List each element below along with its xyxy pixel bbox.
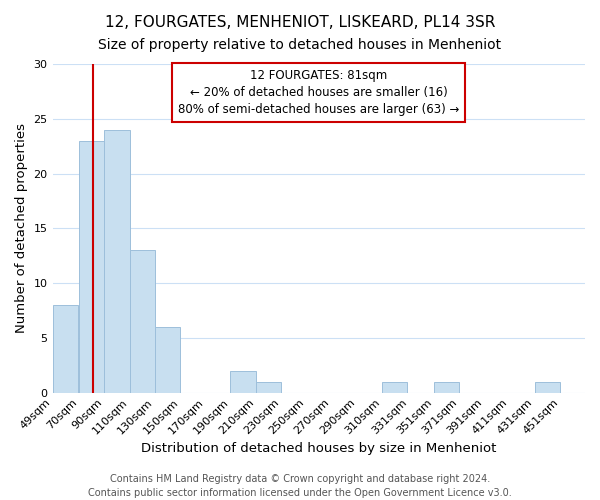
- Bar: [53, 305, 78, 392]
- X-axis label: Distribution of detached houses by size in Menheniot: Distribution of detached houses by size …: [141, 442, 496, 455]
- Bar: [130, 250, 155, 392]
- Bar: [382, 382, 407, 392]
- Bar: [535, 382, 560, 392]
- Bar: [155, 327, 180, 392]
- Text: Size of property relative to detached houses in Menheniot: Size of property relative to detached ho…: [98, 38, 502, 52]
- Bar: [434, 382, 459, 392]
- Bar: [256, 382, 281, 392]
- Bar: [230, 371, 256, 392]
- Text: 12, FOURGATES, MENHENIOT, LISKEARD, PL14 3SR: 12, FOURGATES, MENHENIOT, LISKEARD, PL14…: [105, 15, 495, 30]
- Text: Contains HM Land Registry data © Crown copyright and database right 2024.
Contai: Contains HM Land Registry data © Crown c…: [88, 474, 512, 498]
- Y-axis label: Number of detached properties: Number of detached properties: [15, 124, 28, 334]
- Text: 12 FOURGATES: 81sqm
← 20% of detached houses are smaller (16)
80% of semi-detach: 12 FOURGATES: 81sqm ← 20% of detached ho…: [178, 69, 460, 116]
- Bar: [104, 130, 130, 392]
- Bar: [79, 140, 104, 392]
